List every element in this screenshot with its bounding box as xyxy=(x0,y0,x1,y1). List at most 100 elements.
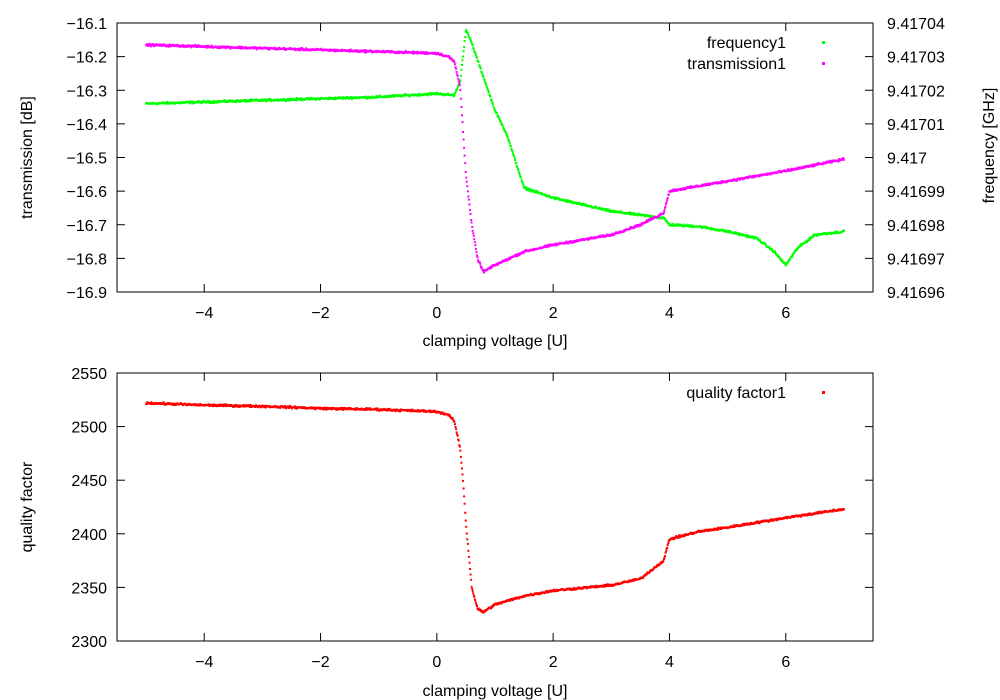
chart1-y2-tick-label: 9.41699 xyxy=(887,184,945,201)
chart2-series1-point xyxy=(454,426,457,428)
chart2-series1-point xyxy=(459,449,462,452)
chart1-series2-point xyxy=(611,232,614,235)
chart2-series1-point xyxy=(815,511,818,514)
chart1-series1-point xyxy=(503,129,506,132)
chart2-series1-point xyxy=(631,579,634,582)
chart1-series1-point xyxy=(604,209,607,212)
chart1-series2-point xyxy=(205,44,208,47)
chart1-series2-point xyxy=(507,258,510,261)
chart1-series1-point xyxy=(480,71,483,74)
chart1-series1-point xyxy=(487,91,490,94)
chart1-series2-point xyxy=(817,162,820,164)
chart1-series2-point xyxy=(252,46,255,49)
chart1-series2-point xyxy=(751,175,754,177)
chart1-series1-point xyxy=(691,224,694,227)
chart2-series1-point xyxy=(473,598,476,601)
chart1-series2-point xyxy=(618,231,621,234)
chart2-series1-point xyxy=(218,403,221,406)
chart1-series2-point xyxy=(182,44,185,47)
chart1-series1-point xyxy=(283,97,286,100)
chart1-series1-point xyxy=(535,189,538,192)
chart2-series1-point xyxy=(310,406,313,409)
chart1-y2-tick-label: 9.41702 xyxy=(887,83,945,100)
chart2-series1-point xyxy=(831,509,834,512)
chart1-series1-point xyxy=(459,79,462,82)
chart1-series1-point xyxy=(434,92,437,95)
chart2-series1-point xyxy=(242,404,245,407)
chart1-series1-point xyxy=(264,100,267,103)
chart1-series1-point xyxy=(787,260,790,263)
chart1-series1-point xyxy=(781,259,784,262)
chart1-series1-point xyxy=(779,258,782,261)
chart1-series2-point xyxy=(349,50,352,53)
chart2-series1-point xyxy=(482,611,485,614)
chart2-series1-point xyxy=(301,406,304,409)
chart2-series1-point xyxy=(603,583,606,586)
chart1-series1-point xyxy=(226,99,229,102)
chart2-series1-point xyxy=(376,409,379,412)
chart2-series1-point xyxy=(684,534,687,537)
chart1-series2-point xyxy=(570,241,572,244)
chart1-series1-point xyxy=(341,96,344,99)
chart1-series1-point xyxy=(327,97,330,100)
chart1-series2-point xyxy=(637,225,640,228)
chart1-series2-point xyxy=(842,158,845,161)
chart1-series2-point xyxy=(456,74,459,77)
chart1-series2-point xyxy=(790,169,793,172)
chart2-series1-point xyxy=(545,589,548,592)
chart1-series2-point xyxy=(504,259,507,262)
chart1-series1-point xyxy=(535,191,538,194)
chart1-series1-point xyxy=(344,97,347,100)
chart1-series2-point xyxy=(564,241,567,244)
chart1-series1-point xyxy=(434,93,437,96)
chart2-x-tick-label: 6 xyxy=(781,654,790,671)
chart1-y2-axis-label: frequency [GHz] xyxy=(981,88,998,204)
chart2-series1-point xyxy=(405,408,408,411)
chart1-series1-point xyxy=(613,211,615,214)
chart2-series1-point xyxy=(293,406,296,409)
chart1-series1-point xyxy=(477,60,480,63)
chart1-series1-point xyxy=(213,100,216,102)
chart1-series1-point xyxy=(453,94,456,97)
chart1-series1-point xyxy=(808,237,811,240)
chart2-series1-point xyxy=(786,517,788,520)
chart1-series2-point xyxy=(259,46,262,49)
chart1-series1-point xyxy=(492,106,495,108)
chart2-x-tick-label: 0 xyxy=(432,654,441,671)
chart1-series2-point xyxy=(204,46,207,49)
chart1-series1-point xyxy=(522,185,525,188)
chart1-series2-point xyxy=(667,193,670,196)
chart1-series2-point xyxy=(389,50,392,53)
chart1-series1-point xyxy=(191,100,194,103)
chart1-series2-point xyxy=(178,44,181,47)
chart2-series1-point xyxy=(472,592,475,595)
chart1-series1-point xyxy=(206,99,209,102)
chart1-x-tick-label: 4 xyxy=(665,305,674,322)
chart2-series1-point xyxy=(180,402,182,405)
chart1-series1-point xyxy=(520,179,523,182)
chart1-series2-point xyxy=(455,67,458,70)
chart1-series1-point xyxy=(407,93,410,96)
chart1-series2-point xyxy=(340,49,343,52)
chart2-series1-point xyxy=(364,408,367,411)
chart1-series1-point xyxy=(471,43,474,46)
chart2-series1-point xyxy=(460,461,463,464)
chart1-series1-point xyxy=(463,46,466,48)
chart1-series1-point xyxy=(245,100,247,103)
chart1-series2-point xyxy=(662,212,665,215)
chart1-x-tick-label: −4 xyxy=(195,305,213,322)
chart1-series2-point xyxy=(152,43,155,45)
chart1-series2-point xyxy=(401,50,404,53)
chart1-series2-point xyxy=(622,230,625,233)
chart1-legend-marker xyxy=(822,62,825,65)
chart1-series2-point xyxy=(575,240,578,243)
chart1-series1-point xyxy=(479,67,482,70)
chart1-series1-point xyxy=(462,50,465,53)
chart1-series2-point xyxy=(663,209,666,212)
chart1-series2-point xyxy=(438,53,441,55)
chart1-series2-point xyxy=(364,49,367,52)
chart1-series1-point xyxy=(705,225,708,228)
chart1-series1-point xyxy=(508,140,511,143)
chart1-series1-point xyxy=(628,211,631,214)
chart2-series1-point xyxy=(354,409,357,411)
